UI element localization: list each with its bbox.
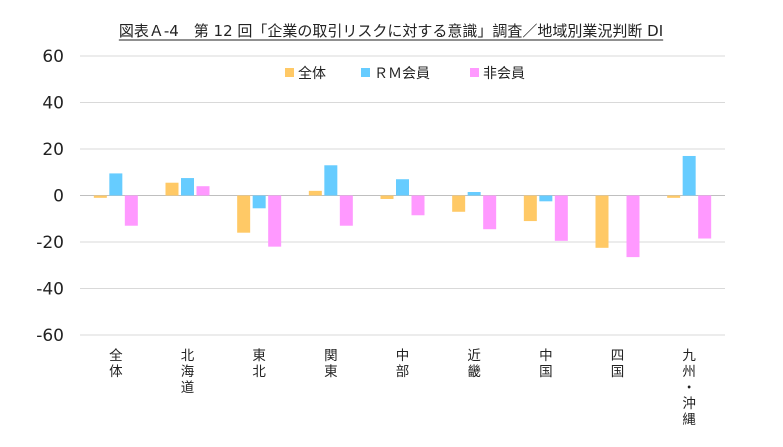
category-label: 関東 bbox=[324, 348, 338, 380]
bar-非会員-近畿 bbox=[483, 195, 497, 230]
bar-ＲＭ会員-関東 bbox=[324, 165, 338, 196]
legend-swatch bbox=[285, 68, 294, 77]
chart-title: 図表Ａ-4 第 12 回「企業の取引リスクに対する意識」調査／地域別業況判断 D… bbox=[119, 22, 663, 40]
bar-非会員-中国 bbox=[554, 195, 568, 241]
gridlines bbox=[80, 55, 725, 336]
bar-非会員-中部 bbox=[411, 195, 425, 216]
legend-label: 全体 bbox=[298, 65, 326, 82]
bar-非会員-北海道 bbox=[196, 186, 210, 196]
bar-全体-四国 bbox=[595, 195, 609, 248]
bar-ＲＭ会員-中国 bbox=[539, 195, 553, 202]
y-tick-label: 0 bbox=[53, 187, 64, 207]
bar-ＲＭ会員-全体 bbox=[109, 173, 123, 196]
category-label: 東北 bbox=[252, 348, 266, 380]
category-label: 九州・沖縄 bbox=[682, 348, 696, 428]
legend-swatch bbox=[470, 68, 479, 77]
bar-全体-中国 bbox=[523, 195, 537, 222]
bar-全体-中部 bbox=[380, 195, 394, 199]
category-label: 中部 bbox=[396, 348, 410, 380]
bar-非会員-東北 bbox=[268, 195, 282, 247]
y-tick-label: 20 bbox=[42, 140, 64, 160]
bar-全体-近畿 bbox=[452, 195, 466, 212]
category-label: 全体 bbox=[109, 347, 123, 380]
y-tick-label: 40 bbox=[42, 94, 64, 114]
category-labels: 全体 北海道 東北 関東 中部 近畿 中国 四国 九州・沖縄 bbox=[109, 347, 696, 428]
bar-非会員-九州・沖縄 bbox=[698, 195, 712, 239]
legend-label: ＲＭ会員 bbox=[374, 66, 430, 82]
bar-ＲＭ会員-東北 bbox=[252, 195, 266, 209]
bar-ＲＭ会員-中部 bbox=[396, 179, 409, 196]
bar-ＲＭ会員-近畿 bbox=[467, 192, 481, 196]
bars bbox=[93, 155, 712, 258]
bar-非会員-関東 bbox=[339, 195, 353, 226]
y-tick-label: 60 bbox=[42, 47, 64, 67]
legend: 全体 ＲＭ会員 非会員 bbox=[285, 65, 525, 82]
legend-swatch bbox=[361, 68, 370, 77]
y-tick-label: -20 bbox=[36, 233, 64, 253]
y-tick-labels: 60 40 20 0 -20 -40 -60 bbox=[36, 47, 64, 346]
bar-全体-北海道 bbox=[165, 182, 179, 196]
category-label: 中国 bbox=[539, 348, 553, 380]
bar-全体-九州・沖縄 bbox=[667, 195, 681, 198]
category-label: 北海道 bbox=[181, 348, 195, 396]
bar-非会員-全体 bbox=[124, 195, 138, 226]
bar-全体-全体 bbox=[93, 195, 107, 198]
bar-非会員-四国 bbox=[626, 195, 640, 258]
y-tick-label: -60 bbox=[36, 326, 64, 346]
y-tick-label: -40 bbox=[36, 280, 64, 300]
bar-ＲＭ会員-北海道 bbox=[181, 178, 194, 196]
bar-全体-関東 bbox=[308, 190, 322, 196]
bar-全体-東北 bbox=[237, 195, 251, 233]
category-label: 近畿 bbox=[467, 348, 481, 380]
category-label: 四国 bbox=[611, 348, 625, 380]
legend-label: 非会員 bbox=[483, 66, 525, 82]
bar-ＲＭ会員-九州・沖縄 bbox=[682, 155, 696, 196]
